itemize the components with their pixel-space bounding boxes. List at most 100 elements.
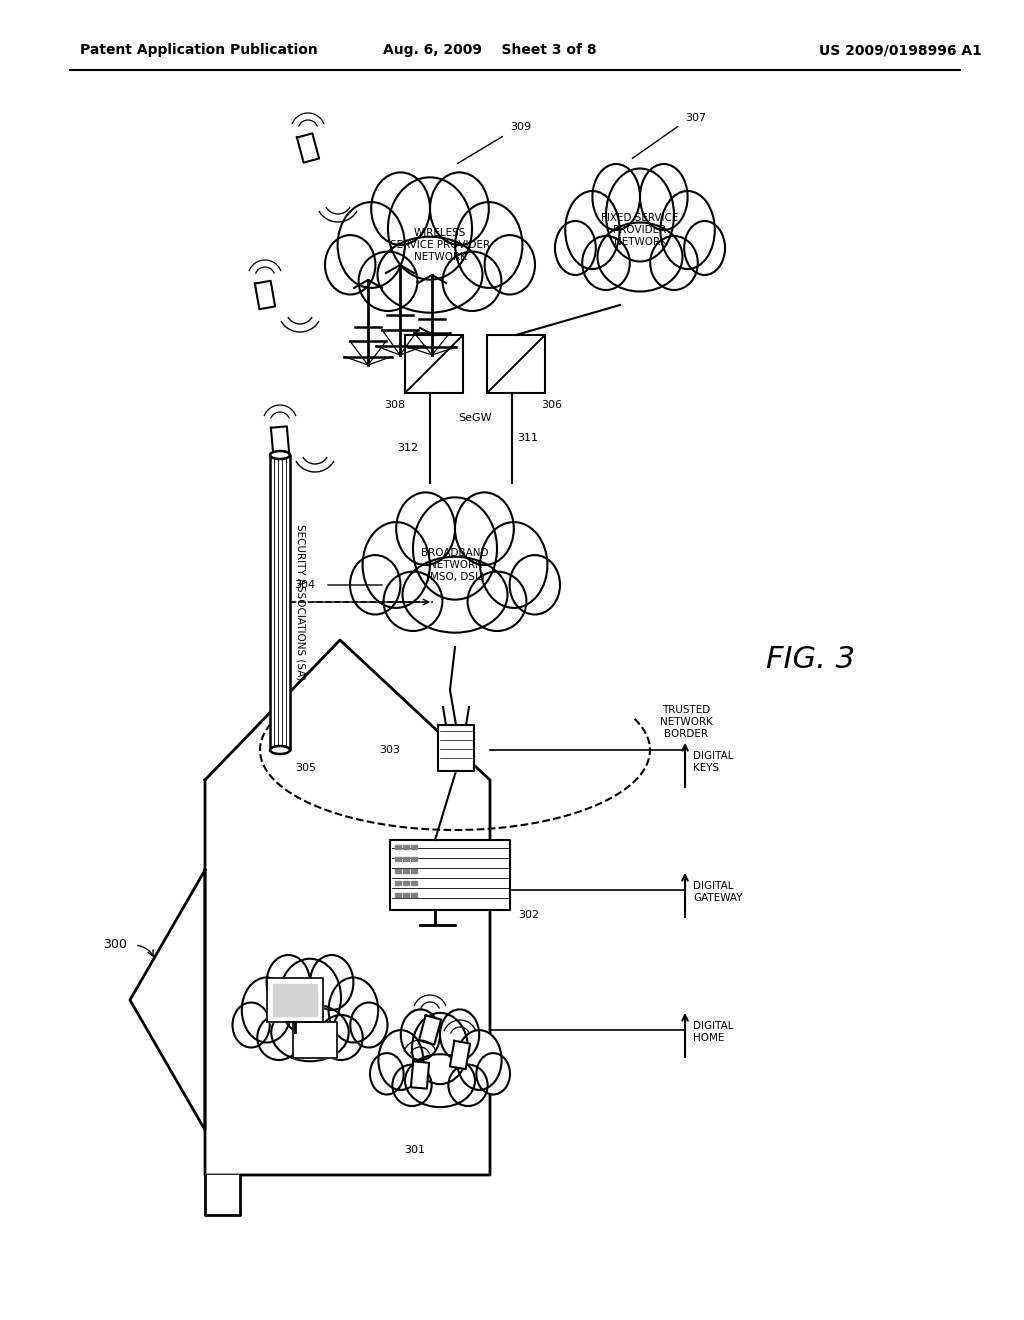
Text: 304: 304 [294, 579, 315, 590]
Ellipse shape [412, 1012, 468, 1084]
Text: Patent Application Publication: Patent Application Publication [80, 44, 317, 57]
Text: 300: 300 [103, 939, 127, 952]
Ellipse shape [442, 252, 502, 312]
Ellipse shape [565, 191, 620, 269]
Ellipse shape [660, 191, 715, 269]
Text: DIGITAL
KEYS: DIGITAL KEYS [693, 751, 733, 772]
Polygon shape [438, 725, 474, 771]
Ellipse shape [325, 235, 376, 294]
Ellipse shape [279, 958, 341, 1036]
Polygon shape [419, 1015, 441, 1044]
Text: BROADBAND
NETWORK
(MSO, DSL): BROADBAND NETWORK (MSO, DSL) [421, 548, 488, 582]
Polygon shape [395, 857, 401, 861]
Ellipse shape [370, 1053, 403, 1094]
Polygon shape [411, 1061, 429, 1089]
Text: 301: 301 [404, 1144, 426, 1155]
Text: WIRELESS
SERVICE PROVIDER
NETWORK: WIRELESS SERVICE PROVIDER NETWORK [390, 228, 490, 261]
Text: 311: 311 [517, 433, 538, 444]
Polygon shape [403, 857, 409, 861]
Polygon shape [450, 1040, 470, 1069]
Polygon shape [390, 840, 510, 909]
Text: 305: 305 [295, 763, 316, 774]
Ellipse shape [430, 173, 488, 246]
Ellipse shape [413, 498, 497, 599]
Ellipse shape [257, 1015, 301, 1060]
Text: 307: 307 [685, 114, 707, 123]
Text: DIGITAL
GATEWAY: DIGITAL GATEWAY [693, 882, 742, 903]
Polygon shape [403, 869, 409, 873]
Ellipse shape [402, 557, 508, 632]
Polygon shape [297, 133, 319, 162]
Polygon shape [267, 978, 323, 1022]
Polygon shape [406, 335, 463, 393]
Ellipse shape [583, 236, 630, 290]
Polygon shape [271, 426, 289, 454]
Ellipse shape [440, 1010, 479, 1060]
Ellipse shape [266, 954, 310, 1010]
Text: 302: 302 [518, 909, 539, 920]
Text: SECURITY ASSOCIATIONS (SA): SECURITY ASSOCIATIONS (SA) [295, 524, 305, 680]
Ellipse shape [684, 220, 725, 275]
Polygon shape [255, 281, 275, 309]
Ellipse shape [384, 572, 442, 631]
Polygon shape [205, 1175, 240, 1214]
Ellipse shape [468, 572, 526, 631]
Text: SeGW: SeGW [458, 413, 492, 422]
Polygon shape [293, 1022, 337, 1059]
Text: Aug. 6, 2009    Sheet 3 of 8: Aug. 6, 2009 Sheet 3 of 8 [383, 44, 597, 57]
Ellipse shape [400, 1010, 440, 1060]
Ellipse shape [378, 236, 482, 313]
Ellipse shape [484, 235, 535, 294]
Text: TRUSTED
NETWORK
BORDER: TRUSTED NETWORK BORDER [660, 705, 713, 739]
Ellipse shape [242, 978, 292, 1043]
Ellipse shape [455, 492, 514, 565]
Text: 306: 306 [542, 400, 562, 411]
Text: 309: 309 [510, 121, 531, 132]
Ellipse shape [597, 223, 683, 292]
Text: FIG. 3: FIG. 3 [766, 645, 854, 675]
Text: FIXED SERVICE
PROVIDER
NETWORK: FIXED SERVICE PROVIDER NETWORK [601, 214, 679, 247]
Ellipse shape [650, 236, 697, 290]
Polygon shape [270, 455, 290, 750]
Polygon shape [411, 857, 417, 861]
Ellipse shape [310, 954, 353, 1010]
Polygon shape [395, 869, 401, 873]
Text: 303: 303 [380, 744, 400, 755]
Text: 312: 312 [397, 444, 418, 453]
Ellipse shape [476, 1053, 510, 1094]
Polygon shape [411, 880, 417, 884]
Ellipse shape [270, 451, 290, 459]
Ellipse shape [480, 523, 548, 609]
Polygon shape [395, 894, 401, 898]
Ellipse shape [392, 1065, 431, 1106]
Ellipse shape [271, 1003, 349, 1061]
Ellipse shape [388, 177, 472, 280]
Ellipse shape [593, 164, 640, 230]
Ellipse shape [329, 978, 378, 1043]
Polygon shape [395, 880, 401, 884]
Ellipse shape [640, 164, 687, 230]
Polygon shape [403, 845, 409, 849]
Ellipse shape [449, 1065, 487, 1106]
Ellipse shape [319, 1015, 362, 1060]
Polygon shape [130, 870, 205, 1130]
Ellipse shape [457, 1030, 502, 1090]
Ellipse shape [232, 1002, 269, 1048]
Text: DIGITAL
HOME: DIGITAL HOME [693, 1022, 733, 1043]
Polygon shape [395, 845, 401, 849]
Ellipse shape [555, 220, 596, 275]
Ellipse shape [350, 556, 400, 615]
Ellipse shape [350, 1002, 387, 1048]
Polygon shape [487, 335, 545, 393]
Polygon shape [273, 983, 317, 1016]
Polygon shape [411, 845, 417, 849]
Polygon shape [403, 894, 409, 898]
Ellipse shape [338, 202, 404, 288]
Polygon shape [411, 869, 417, 873]
Ellipse shape [396, 492, 455, 565]
Polygon shape [411, 894, 417, 898]
Ellipse shape [406, 1055, 475, 1107]
Polygon shape [205, 640, 490, 1175]
Ellipse shape [606, 169, 674, 261]
Ellipse shape [510, 556, 560, 615]
